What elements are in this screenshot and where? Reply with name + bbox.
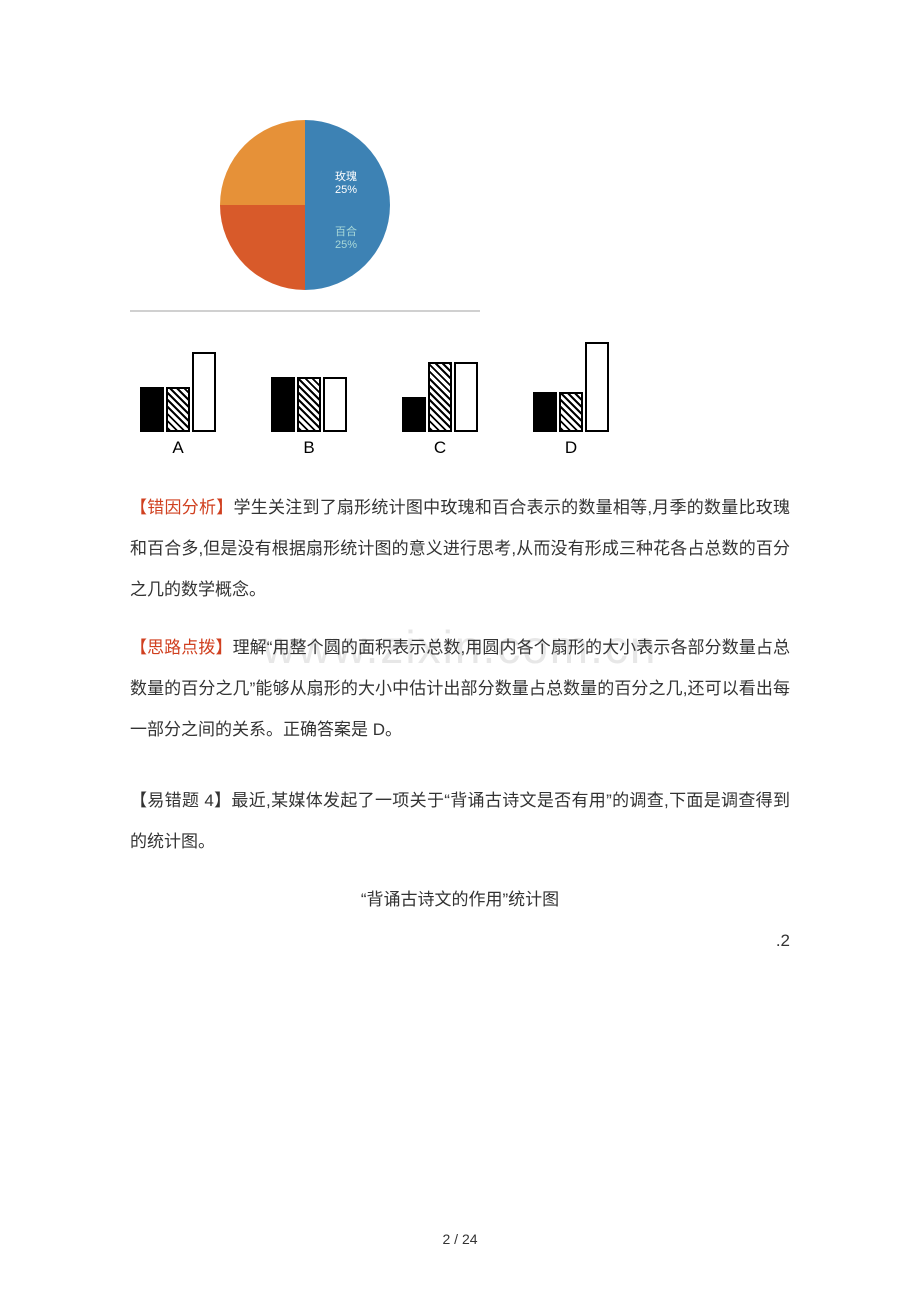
chart-title: “背诵古诗文的作用”统计图: [130, 880, 790, 921]
pie-slice-label: 百合: [335, 224, 357, 238]
bar-group: B: [271, 337, 347, 458]
bar: [402, 397, 426, 432]
idea-para: 【思路点拨】理解“用整个圆的面积表示总数,用圆内各个扇形的大小表示各部分数量占总…: [130, 628, 790, 750]
error-analysis-para: 【错因分析】学生关注到了扇形统计图中玫瑰和百合表示的数量相等,月季的数量比玫瑰和…: [130, 488, 790, 610]
bar-group-label: D: [565, 438, 577, 458]
question4-para: 【易错题 4】最近,某媒体发起了一项关于“背诵古诗文是否有用”的调查,下面是调查…: [130, 781, 790, 863]
bar-group-label: B: [303, 438, 314, 458]
bar: [192, 352, 216, 432]
bar: [166, 387, 190, 432]
page-number: 2 / 24: [0, 1231, 920, 1247]
bar: [323, 377, 347, 432]
bar: [297, 377, 321, 432]
bar-group: D: [533, 337, 609, 458]
pie-slice: [220, 205, 305, 290]
bar: [428, 362, 452, 432]
bar: [140, 387, 164, 432]
bar-group: A: [140, 337, 216, 458]
bar: [533, 392, 557, 432]
pie-slice: [305, 120, 390, 290]
dot2-text: .2: [130, 931, 790, 951]
bar: [454, 362, 478, 432]
bar: [559, 392, 583, 432]
bar-group-label: A: [172, 438, 183, 458]
pie-slice-pct: 25%: [335, 239, 357, 251]
pie-slice-pct: 25%: [335, 184, 357, 196]
pie-chart: 月季50%玫瑰25%百合25%: [150, 110, 460, 300]
bar-group-label: C: [434, 438, 446, 458]
error-analysis-label: 【错因分析】: [130, 498, 233, 517]
pie-slice: [220, 120, 305, 205]
bar-chart-row: A B C D: [130, 337, 790, 458]
pie-chart-container: 月季50%玫瑰25%百合25%: [130, 100, 480, 312]
bar: [271, 377, 295, 432]
idea-label: 【思路点拨】: [130, 638, 233, 657]
bar-group: C: [402, 337, 478, 458]
bar: [585, 342, 609, 432]
pie-slice-label: 玫瑰: [335, 169, 357, 183]
